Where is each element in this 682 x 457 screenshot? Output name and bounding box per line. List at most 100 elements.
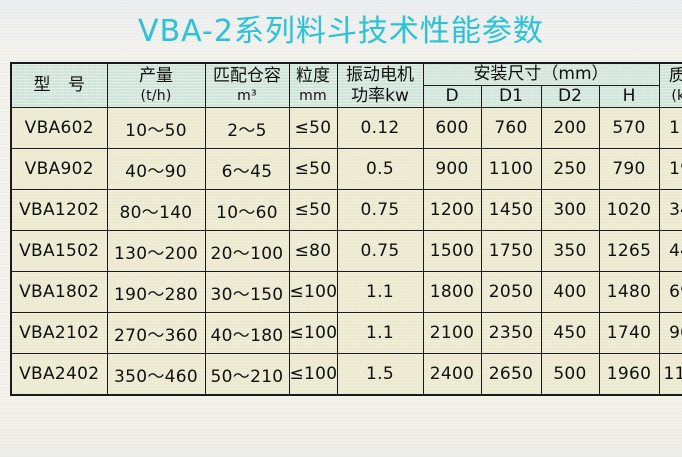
cell-model: VBA1202 [10,189,108,231]
cell-weight: 901 [658,312,682,354]
cell-weight: 115 [658,107,682,149]
cell-d2: 450 [540,312,600,354]
cell-model: VBA602 [10,107,108,149]
cell-granularity: ≤50 [288,107,338,149]
cell-capacity: 270～360 [106,312,206,354]
cell-h: 1020 [598,189,660,231]
cell-capacity: 350～460 [106,353,206,396]
cell-volume: 2～5 [204,107,290,149]
column-header-volume-label: 匹配仓容 [213,66,281,86]
header-row-top: 型 号 产量 (t/h) 匹配仓容 m³ 粒度 mm 振 [10,62,682,108]
spec-table-container: 型 号 产量 (t/h) 匹配仓容 m³ 粒度 mm 振 [10,62,682,396]
cell-model: VBA902 [10,148,108,190]
cell-d2: 300 [540,189,600,231]
cell-weight: 696 [658,271,682,313]
cell-volume: 50～210 [204,353,290,396]
column-header-d1: D1 [480,85,542,108]
column-header-h: H [598,85,660,108]
cell-granularity: ≤100 [288,271,338,313]
cell-d2: 250 [540,148,600,190]
cell-power: 0.75 [336,230,424,272]
table-row: VBA1802 190～280 30～150 ≤100 1.1 1800 2050 400 14… [10,271,682,313]
column-header-volume-unit: m³ [237,88,257,104]
cell-power: 1.1 [336,271,424,313]
cell-d2: 350 [540,230,600,272]
column-header-d2: D2 [540,85,600,108]
column-header-motor-power-line2: 功率kw [351,85,409,106]
cell-model: VBA1802 [10,271,108,313]
cell-capacity: 10～50 [106,107,206,149]
column-header-granularity: 粒度 mm [288,62,338,108]
cell-volume: 10～60 [204,189,290,231]
cell-volume: 20～100 [204,230,290,272]
column-header-capacity: 产量 (t/h) [106,62,206,108]
cell-model: VBA2402 [10,353,108,396]
cell-weight: 440 [658,230,682,272]
cell-d1: 1450 [480,189,542,231]
spec-table: 型 号 产量 (t/h) 匹配仓容 m³ 粒度 mm 振 [10,62,682,396]
cell-d1: 2350 [480,312,542,354]
page-title: VBA-2系列料斗技术性能参数 [138,14,544,49]
cell-volume: 30～150 [204,271,290,313]
cell-volume: 40～180 [204,312,290,354]
cell-granularity: ≤100 [288,353,338,396]
column-header-granularity-label: 粒度 [296,66,330,86]
cell-d: 1500 [422,230,482,272]
cell-d1: 760 [480,107,542,149]
cell-capacity: 80～140 [106,189,206,231]
column-header-model: 型 号 [10,62,108,108]
column-header-capacity-unit: (t/h) [140,88,172,104]
cell-h: 790 [598,148,660,190]
cell-power: 0.5 [336,148,424,190]
header-row-sub: D D1 D2 H [11,85,682,108]
column-header-weight-label: 质量 [668,66,682,86]
cell-power: 1.1 [336,312,424,354]
table-header: 型 号 产量 (t/h) 匹配仓容 m³ 粒度 mm 振 [10,62,682,108]
cell-h: 1265 [598,230,660,272]
cell-d: 2100 [422,312,482,354]
cell-capacity: 190～280 [106,271,206,313]
table-row: VBA1502 130～200 20～100 ≤80 0.75 1500 1750 350 12… [10,230,682,272]
cell-power: 1.5 [336,353,424,396]
column-header-capacity-label: 产量 [139,66,173,86]
cell-capacity: 130～200 [106,230,206,272]
cell-model: VBA1502 [10,230,108,272]
cell-granularity: ≤50 [288,189,338,231]
cell-weight: 1152 [658,353,682,396]
column-header-model-label: 型 号 [33,75,91,95]
cell-d1: 1100 [480,148,542,190]
cell-d: 1800 [422,271,482,313]
cell-d: 900 [422,148,482,190]
cell-weight: 195 [658,148,682,190]
cell-volume: 6～45 [204,148,290,190]
cell-h: 1960 [598,353,660,396]
column-header-motor-power: 振动电机 功率kw [336,62,424,108]
cell-capacity: 40～90 [106,148,206,190]
column-header-d: D [422,85,482,108]
cell-d2: 500 [540,353,600,396]
cell-granularity: ≤80 [288,230,338,272]
cell-d1: 1750 [480,230,542,272]
cell-power: 0.12 [336,107,424,149]
cell-d: 600 [422,107,482,149]
column-header-weight-unit: (kg) [671,88,682,104]
cell-h: 1480 [598,271,660,313]
cell-d: 2400 [422,353,482,396]
cell-granularity: ≤50 [288,148,338,190]
cell-d: 1200 [422,189,482,231]
cell-h: 1740 [598,312,660,354]
table-row: VBA2102 270～360 40～180 ≤100 1.1 2100 2350 450 17… [10,312,682,354]
cell-d2: 400 [540,271,600,313]
column-header-weight: 质量 (kg) [658,62,682,108]
table-row: VBA1202 80～140 10～60 ≤50 0.75 1200 1450 300 1020… [10,189,682,231]
column-header-volume: 匹配仓容 m³ [204,62,290,108]
cell-d2: 200 [540,107,600,149]
cell-d1: 2650 [480,353,542,396]
table-body: VBA60210～502～5≤500.12600760200570115VBA9… [10,107,682,396]
cell-weight: 340 [658,189,682,231]
cell-granularity: ≤100 [288,312,338,354]
column-header-install-dimensions: 安装尺寸（mm） [422,62,660,86]
